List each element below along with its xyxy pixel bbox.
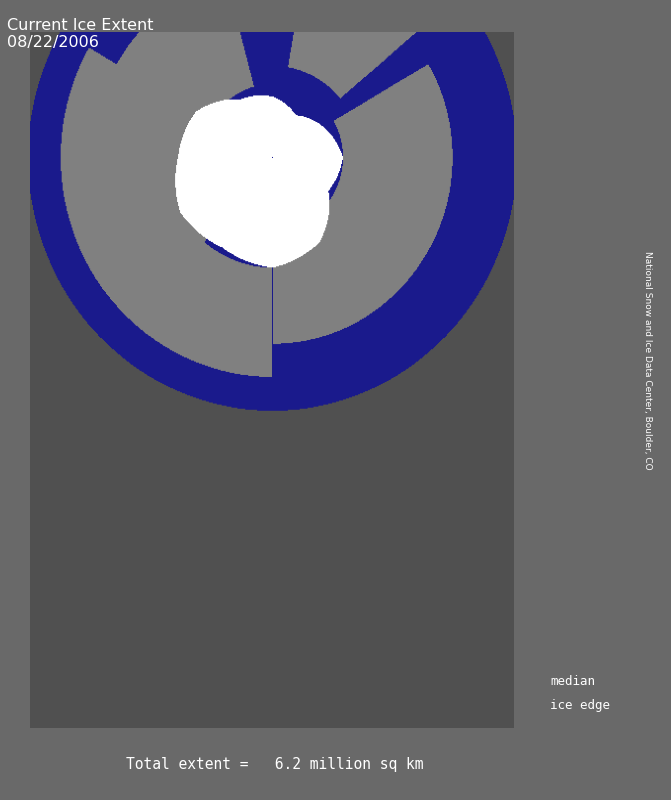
Text: median: median <box>550 675 595 688</box>
Text: 08/22/2006: 08/22/2006 <box>7 35 99 50</box>
Text: ice edge: ice edge <box>550 699 610 712</box>
Text: National Snow and Ice Data Center, Boulder, CO: National Snow and Ice Data Center, Bould… <box>643 250 652 470</box>
Text: Total extent =   6.2 million sq km: Total extent = 6.2 million sq km <box>126 758 424 772</box>
Text: Current Ice Extent: Current Ice Extent <box>7 18 153 33</box>
